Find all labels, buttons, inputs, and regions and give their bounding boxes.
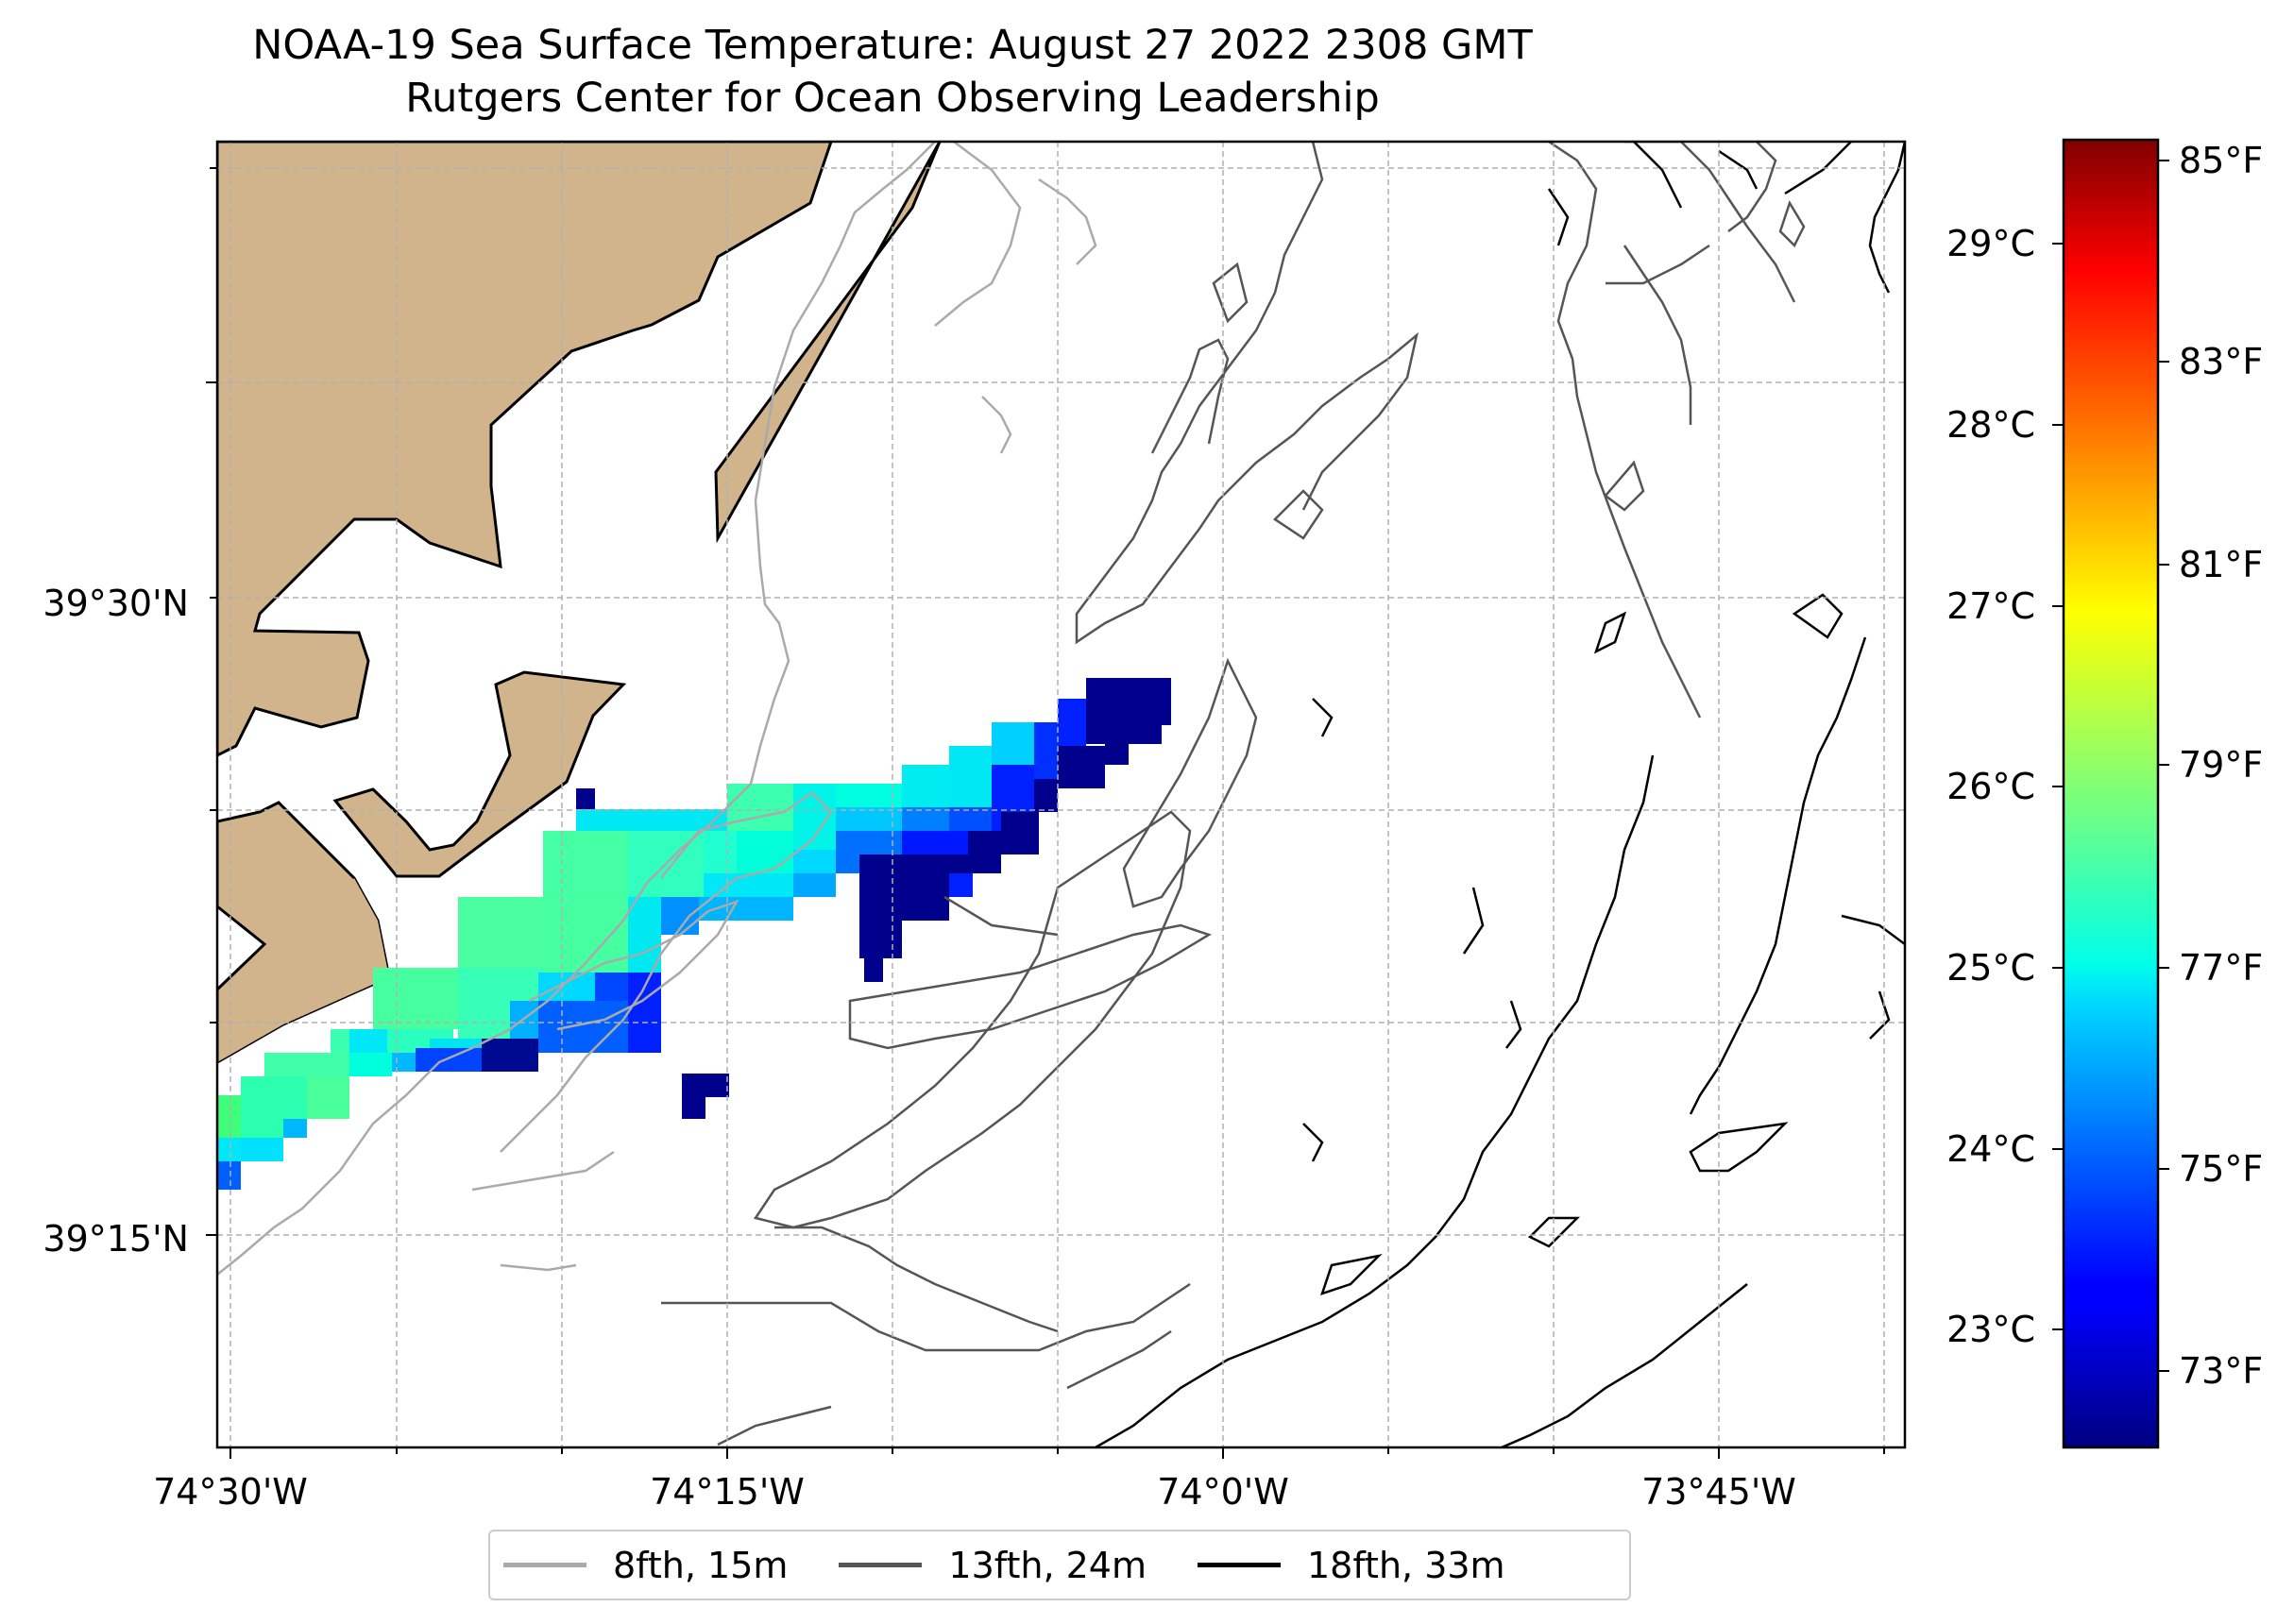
legend-line-18fth	[1197, 1563, 1281, 1567]
land-barrier-island	[714, 142, 942, 544]
colorbar-fahrenheit-ticks	[2158, 160, 2169, 1372]
legend-line-13fth	[839, 1563, 923, 1567]
map-panel	[217, 142, 1905, 1447]
map-subtitle: Rutgers Center for Ocean Observing Leade…	[405, 75, 1380, 122]
sst-pixels	[217, 678, 1171, 1190]
celsius-tick-label: 28°C	[1946, 404, 2035, 446]
map-title: NOAA-19 Sea Surface Temperature: August …	[252, 22, 1533, 69]
fahrenheit-tick-label: 81°F	[2179, 544, 2263, 585]
legend-label: 18fth, 33m	[1306, 1544, 1505, 1586]
legend-line-8fth	[503, 1563, 586, 1567]
fahrenheit-tick-label: 85°F	[2179, 140, 2263, 181]
x-tick-label: 73°45'W	[1641, 1471, 1796, 1513]
land-cape-may	[217, 878, 389, 1062]
fahrenheit-tick-label: 73°F	[2179, 1350, 2263, 1392]
y-tick-marks	[206, 167, 217, 1236]
x-tick-label: 74°0'W	[1157, 1471, 1289, 1513]
celsius-tick-label: 25°C	[1946, 947, 2035, 989]
gridlines	[217, 142, 1905, 1447]
celsius-tick-label: 23°C	[1946, 1309, 2035, 1350]
y-tick-label: 39°30'N	[42, 583, 189, 624]
fahrenheit-tick-label: 83°F	[2179, 341, 2263, 382]
contours-13fth	[661, 142, 1806, 1446]
map-frame	[215, 140, 1907, 1449]
y-tick-label: 39°15'N	[42, 1218, 189, 1260]
fahrenheit-tick-label: 77°F	[2179, 947, 2263, 989]
legend-item-13fth: 13fth, 24m	[839, 1545, 1147, 1586]
land-inner-island	[332, 670, 627, 878]
contour-legend: 8fth, 15m 13fth, 24m 18fth, 33m	[488, 1530, 1631, 1600]
celsius-tick-label: 24°C	[1946, 1128, 2035, 1170]
legend-item-18fth: 18fth, 33m	[1197, 1544, 1505, 1586]
fahrenheit-tick-label: 79°F	[2179, 744, 2263, 786]
colorbar	[2062, 138, 2160, 1449]
celsius-tick-label: 29°C	[1946, 223, 2035, 264]
celsius-tick-label: 27°C	[1946, 585, 2035, 627]
legend-item-8fth: 8fth, 15m	[503, 1545, 788, 1586]
x-tick-marks	[229, 1447, 1885, 1459]
celsius-tick-label: 26°C	[1946, 766, 2035, 807]
contours-18fth	[1095, 142, 1905, 1447]
contours-8fth	[217, 142, 1097, 1276]
legend-label: 13fth, 24m	[948, 1544, 1147, 1586]
fahrenheit-tick-label: 75°F	[2179, 1148, 2263, 1190]
x-tick-label: 74°30'W	[153, 1471, 308, 1513]
x-tick-label: 74°15'W	[650, 1471, 805, 1513]
colorbar-celsius-ticks	[2052, 243, 2064, 1330]
legend-label: 8fth, 15m	[613, 1544, 789, 1586]
